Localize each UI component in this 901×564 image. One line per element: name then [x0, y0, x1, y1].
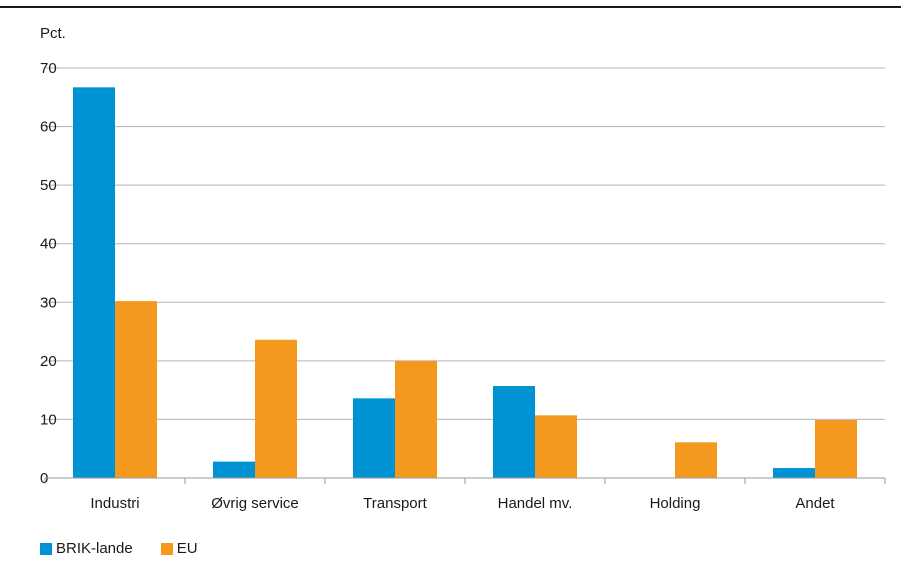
y-tick-label: 30 — [40, 294, 57, 311]
y-tick-label: 50 — [40, 177, 57, 194]
top-rule — [0, 6, 901, 8]
x-tick-label: Andet — [795, 495, 835, 512]
y-tick-label: 0 — [40, 470, 48, 487]
bar-eu — [535, 415, 577, 478]
y-tick-label: 60 — [40, 119, 57, 136]
x-tick-label: Transport — [363, 495, 427, 512]
legend-item-eu: EU — [160, 540, 198, 557]
bar-brik — [353, 398, 395, 478]
bar-brik — [493, 386, 535, 478]
x-tick-label: Holding — [650, 495, 701, 512]
y-tick-label: 70 — [40, 60, 57, 77]
x-tick-labels: Industri Øvrig service Transport Handel mv.… — [90, 495, 835, 512]
legend-item-brik: BRIK-lande — [40, 540, 133, 557]
bar-eu — [255, 339, 297, 478]
bars — [73, 87, 857, 478]
x-tick-label: Øvrig service — [211, 495, 299, 512]
bar-eu — [815, 420, 857, 478]
y-tick-label: 40 — [40, 236, 57, 253]
legend-label-eu: EU — [176, 540, 198, 557]
y-tick-label: 20 — [40, 353, 57, 370]
bar-brik — [73, 87, 115, 478]
legend: BRIK-lande EU — [40, 540, 198, 557]
x-axis — [44, 477, 886, 484]
y-tick-label: 10 — [40, 411, 57, 428]
bar-eu — [395, 360, 437, 478]
bar-brik — [213, 461, 255, 478]
bar-brik — [773, 468, 815, 478]
x-tick-label: Industri — [90, 495, 139, 512]
gridlines — [45, 67, 885, 420]
bar-eu — [115, 301, 157, 478]
y-axis-label: Pct. — [40, 25, 66, 42]
y-tick-labels: 0 10 20 30 40 50 60 70 — [40, 60, 57, 487]
x-tick-label: Handel mv. — [498, 495, 573, 512]
legend-swatch-eu — [160, 542, 173, 555]
legend-swatch-brik — [40, 542, 52, 555]
legend-label-brik: BRIK-lande — [56, 540, 133, 557]
bar-eu — [675, 442, 717, 478]
